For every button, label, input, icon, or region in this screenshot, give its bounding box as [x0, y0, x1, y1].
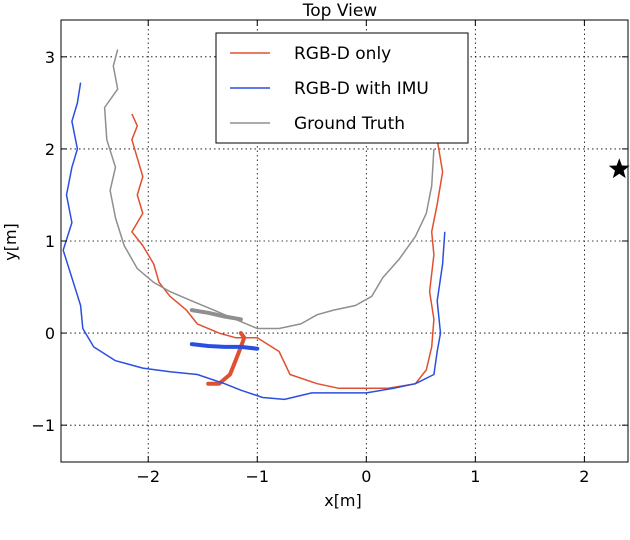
x-tick-label: 1 [470, 467, 480, 486]
y-tick-labels: −1 0 1 2 3 [31, 48, 55, 435]
series-thick-ground-truth [189, 308, 243, 322]
y-axis-label: y[m] [1, 223, 20, 261]
marker-layer [608, 158, 630, 179]
x-tick-label: 0 [361, 467, 371, 486]
x-tick-label: −2 [136, 467, 160, 486]
legend-label-ground-truth: Ground Truth [294, 114, 405, 134]
series-layer [62, 49, 446, 401]
y-tick-label: 2 [45, 140, 55, 159]
series-thick-rgb-d-with-imu [189, 342, 260, 351]
series-line-rgb-d-with-imu [62, 82, 446, 401]
series-line-rgb-d-only [131, 113, 444, 390]
legend: RGB-D only RGB-D with IMU Ground Truth [215, 32, 469, 144]
x-tick-labels: −2 −1 0 1 2 [136, 467, 589, 486]
x-tick-label: 2 [579, 467, 589, 486]
grid [61, 20, 628, 462]
star-marker [608, 158, 630, 179]
y-tick-label: 3 [45, 48, 55, 67]
series-thick-rgb-d-only [206, 331, 247, 386]
x-axis-label: x[m] [324, 491, 362, 510]
y-tick-label: −1 [31, 416, 55, 435]
y-tick-label: 1 [45, 232, 55, 251]
legend-label-rgbd-only: RGB-D only [294, 44, 391, 64]
ticks [61, 20, 628, 462]
y-tick-label: 0 [45, 324, 55, 343]
chart-title: Top View [302, 1, 378, 21]
legend-label-rgbd-imu: RGB-D with IMU [294, 79, 429, 99]
x-tick-label: −1 [245, 467, 269, 486]
